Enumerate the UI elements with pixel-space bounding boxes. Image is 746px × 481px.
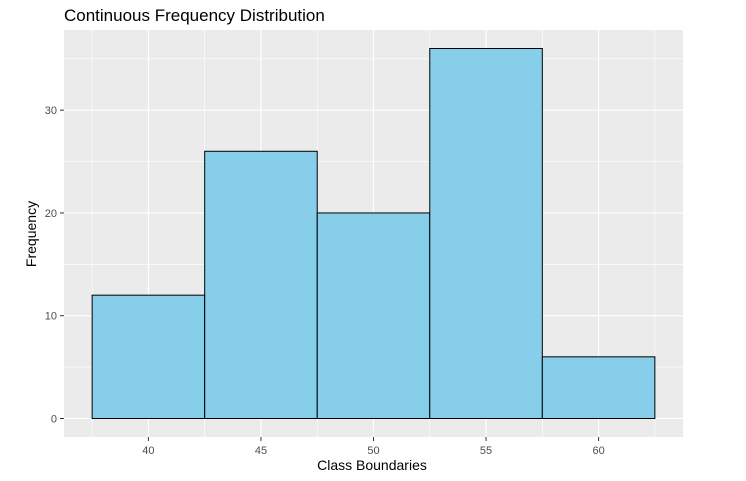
- y-tick-label: 20: [45, 208, 57, 220]
- y-tick-label: 10: [45, 311, 57, 323]
- y-tick-label: 0: [51, 414, 57, 426]
- x-tick-label: 40: [142, 445, 154, 457]
- histogram-bar: [204, 150, 318, 419]
- x-axis-title: Class Boundaries: [0, 457, 746, 473]
- histogram-bar: [429, 48, 543, 419]
- histogram-bar: [91, 294, 206, 419]
- x-tick-label: 60: [592, 445, 604, 457]
- x-axis-title-text: Class Boundaries: [317, 457, 427, 473]
- x-tick-label: 50: [367, 445, 379, 457]
- x-tick-label: 45: [255, 445, 267, 457]
- y-tick-label: 30: [45, 105, 57, 117]
- y-axis-title: Frequency: [23, 200, 39, 268]
- histogram-bar: [541, 356, 656, 420]
- chart-title: Continuous Frequency Distribution: [64, 6, 325, 25]
- x-tick-label: 55: [480, 445, 492, 457]
- histogram-bar: [316, 212, 431, 419]
